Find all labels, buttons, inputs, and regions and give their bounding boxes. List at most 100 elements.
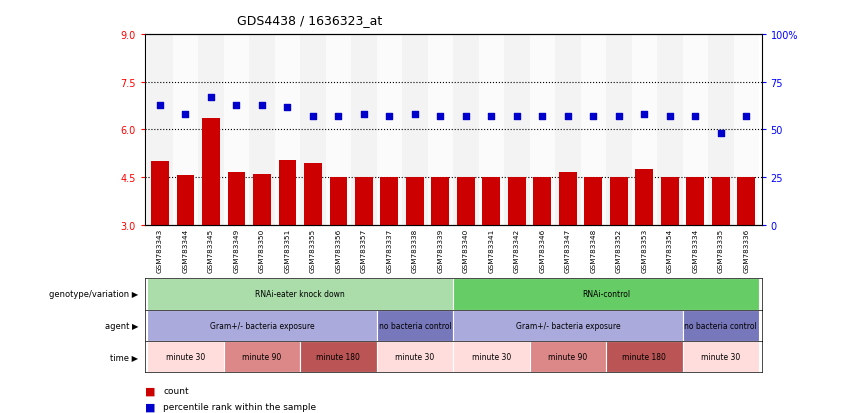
Bar: [278, 160, 296, 225]
Bar: [326, 35, 351, 225]
Text: genotype/variation ▶: genotype/variation ▶: [49, 290, 139, 299]
Text: Gram+/- bacteria exposure: Gram+/- bacteria exposure: [516, 321, 620, 330]
Point: [586, 114, 600, 120]
Point: [153, 102, 167, 109]
Bar: [738, 178, 756, 225]
Bar: [585, 178, 603, 225]
Point: [612, 114, 625, 120]
Point: [230, 102, 243, 109]
Bar: [610, 178, 628, 225]
Bar: [478, 35, 504, 225]
Text: RNAi-control: RNAi-control: [582, 290, 631, 299]
Bar: [403, 35, 428, 225]
Text: minute 30: minute 30: [166, 352, 205, 361]
Bar: [173, 35, 198, 225]
Text: no bacteria control: no bacteria control: [379, 321, 451, 330]
Text: time ▶: time ▶: [111, 352, 139, 361]
Bar: [483, 178, 500, 225]
Point: [637, 112, 651, 118]
Point: [281, 104, 294, 111]
Bar: [377, 310, 453, 341]
Point: [535, 114, 549, 120]
Bar: [147, 310, 377, 341]
Bar: [329, 178, 347, 225]
Bar: [529, 35, 555, 225]
Bar: [275, 35, 300, 225]
Bar: [253, 174, 271, 225]
Bar: [147, 35, 173, 225]
Bar: [683, 341, 759, 372]
Bar: [300, 341, 377, 372]
Bar: [636, 170, 654, 225]
Bar: [300, 35, 326, 225]
Bar: [508, 178, 526, 225]
Point: [434, 114, 448, 120]
Point: [484, 114, 498, 120]
Bar: [176, 176, 194, 225]
Bar: [431, 178, 449, 225]
Point: [255, 102, 269, 109]
Bar: [683, 310, 759, 341]
Bar: [406, 178, 424, 225]
Bar: [734, 35, 759, 225]
Point: [459, 114, 472, 120]
Bar: [657, 35, 683, 225]
Text: minute 90: minute 90: [548, 352, 587, 361]
Bar: [708, 35, 734, 225]
Point: [179, 112, 192, 118]
Bar: [377, 35, 403, 225]
Point: [714, 131, 728, 137]
Bar: [453, 310, 683, 341]
Bar: [631, 35, 657, 225]
Bar: [559, 173, 577, 225]
Bar: [147, 279, 453, 310]
Point: [663, 114, 677, 120]
Text: minute 30: minute 30: [471, 352, 511, 361]
Bar: [249, 35, 275, 225]
Bar: [198, 35, 224, 225]
Point: [740, 114, 753, 120]
Bar: [687, 178, 705, 225]
Text: count: count: [163, 386, 189, 395]
Point: [510, 114, 523, 120]
Bar: [453, 341, 529, 372]
Text: minute 180: minute 180: [622, 352, 666, 361]
Bar: [580, 35, 606, 225]
Bar: [224, 35, 249, 225]
Text: minute 90: minute 90: [243, 352, 282, 361]
Bar: [377, 341, 453, 372]
Point: [357, 112, 371, 118]
Bar: [453, 35, 478, 225]
Text: ■: ■: [145, 402, 155, 412]
Bar: [661, 178, 679, 225]
Bar: [351, 35, 377, 225]
Text: no bacteria control: no bacteria control: [684, 321, 757, 330]
Bar: [304, 163, 322, 225]
Bar: [529, 341, 606, 372]
Point: [383, 114, 397, 120]
Bar: [555, 35, 580, 225]
Bar: [428, 35, 453, 225]
Bar: [457, 178, 475, 225]
Point: [408, 112, 422, 118]
Bar: [151, 162, 168, 225]
Bar: [683, 35, 708, 225]
Bar: [224, 341, 300, 372]
Point: [306, 114, 320, 120]
Text: minute 30: minute 30: [701, 352, 740, 361]
Bar: [453, 279, 759, 310]
Bar: [355, 178, 373, 225]
Point: [561, 114, 574, 120]
Text: GDS4438 / 1636323_at: GDS4438 / 1636323_at: [237, 14, 382, 27]
Text: minute 180: minute 180: [317, 352, 360, 361]
Bar: [147, 341, 224, 372]
Bar: [712, 178, 730, 225]
Text: agent ▶: agent ▶: [105, 321, 139, 330]
Bar: [606, 341, 683, 372]
Text: Gram+/- bacteria exposure: Gram+/- bacteria exposure: [209, 321, 314, 330]
Point: [332, 114, 346, 120]
Point: [688, 114, 702, 120]
Bar: [534, 178, 551, 225]
Bar: [504, 35, 529, 225]
Bar: [202, 119, 220, 225]
